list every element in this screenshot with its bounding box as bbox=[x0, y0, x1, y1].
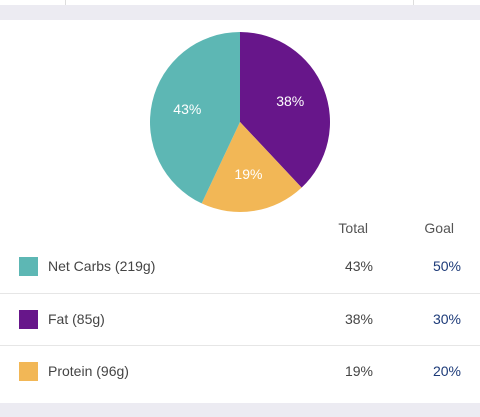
swatch bbox=[19, 257, 38, 276]
table-row[interactable]: Protein (96g) 19% 20% bbox=[0, 345, 480, 398]
slice-label: 43% bbox=[173, 101, 201, 117]
pie-chart: 38% 19% 43% bbox=[150, 32, 330, 212]
row-goal: 30% bbox=[432, 311, 461, 327]
swatch bbox=[19, 310, 38, 329]
macro-card: 38% 19% 43% Total Goal Net Carbs (219g) 43… bbox=[0, 20, 480, 403]
top-bar bbox=[0, 0, 480, 5]
row-total: 19% bbox=[344, 363, 373, 379]
row-name: Fat (85g) bbox=[48, 311, 105, 327]
table-row[interactable]: Net Carbs (219g) 43% 50% bbox=[0, 241, 480, 293]
row-goal: 20% bbox=[432, 363, 461, 379]
row-name: Net Carbs (219g) bbox=[48, 258, 156, 274]
row-goal: 50% bbox=[432, 258, 461, 274]
pie-slice bbox=[240, 32, 330, 188]
pie-slice bbox=[150, 32, 240, 204]
swatch bbox=[19, 362, 38, 381]
slice-label: 38% bbox=[276, 93, 304, 109]
slice-label: 19% bbox=[234, 166, 262, 182]
row-total: 43% bbox=[344, 258, 373, 274]
row-name: Protein (96g) bbox=[48, 363, 129, 379]
table-row[interactable]: Fat (85g) 38% 30% bbox=[0, 293, 480, 346]
divider bbox=[65, 0, 66, 5]
divider bbox=[413, 0, 414, 5]
pie-slice bbox=[201, 122, 302, 212]
row-total: 38% bbox=[344, 311, 373, 327]
column-header: Goal bbox=[424, 220, 454, 236]
column-header: Total bbox=[338, 220, 368, 236]
